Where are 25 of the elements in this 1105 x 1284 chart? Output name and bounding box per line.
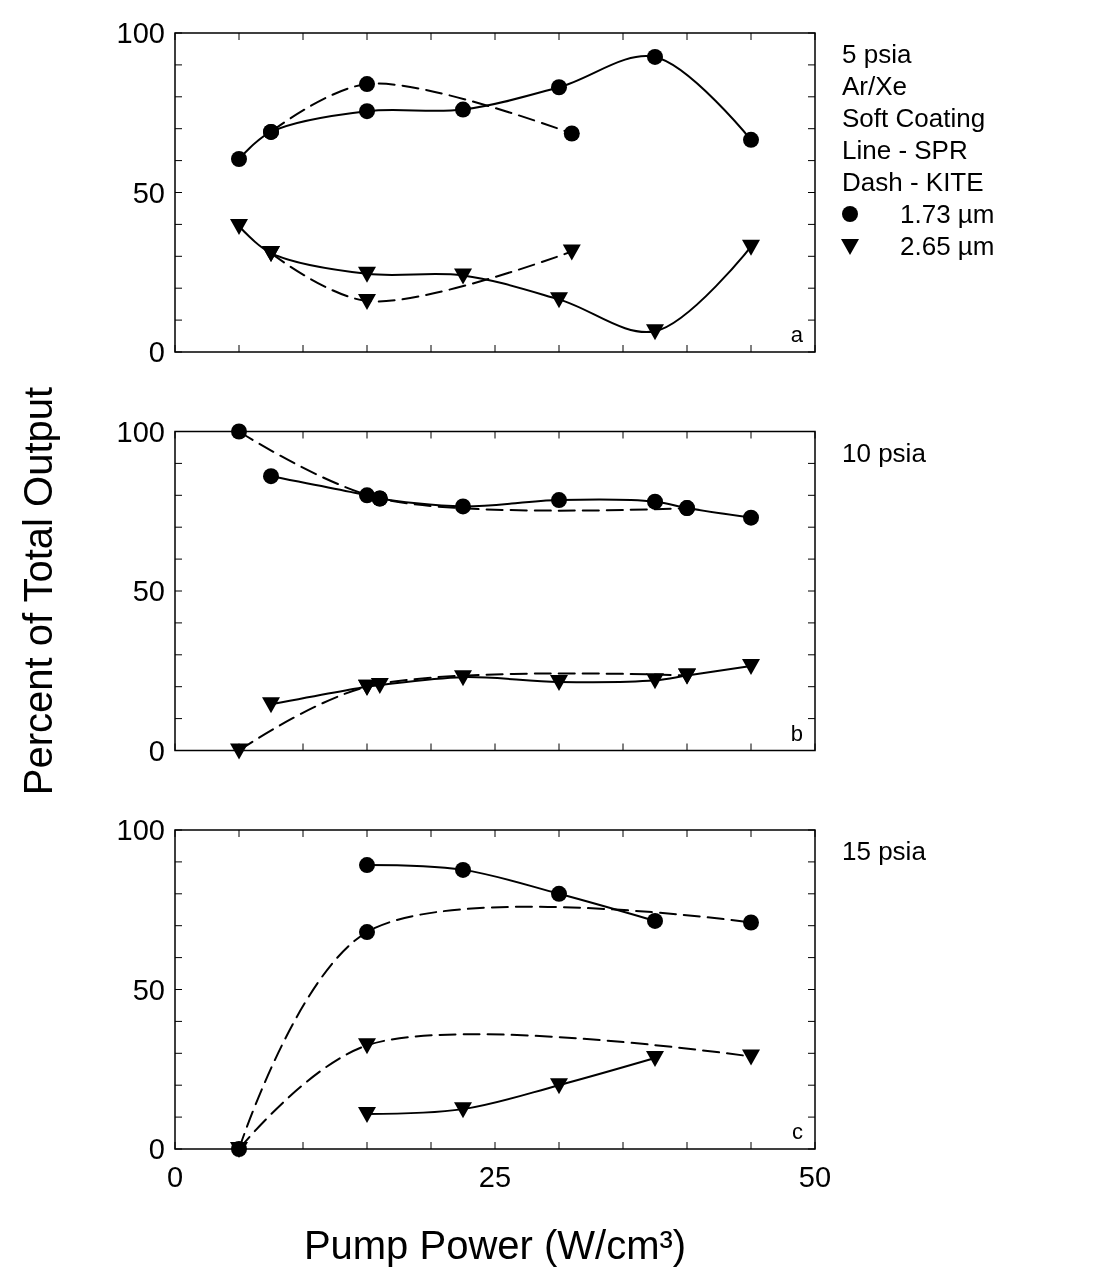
text: Ar/Xe <box>842 71 908 101</box>
y-tick-label: 100 <box>116 17 165 49</box>
legend-label: 1.73 µm <box>900 199 995 229</box>
y-tick-label: 0 <box>148 336 165 368</box>
text: 15 psia <box>842 836 927 866</box>
y-tick-label: 100 <box>116 415 165 448</box>
y-tick-label: 100 <box>116 814 165 846</box>
text: 10 psia <box>842 437 927 468</box>
annotation: b <box>790 720 803 746</box>
text: Dash - KITE <box>842 167 984 197</box>
text: Soft Coating <box>842 103 986 133</box>
y-tick-label: 50 <box>132 973 165 1006</box>
y-axis-title: Percent of Total Output <box>16 386 60 796</box>
x-tick-label: 50 <box>798 1161 832 1193</box>
annotation: a <box>790 322 804 347</box>
y-tick-label: 0 <box>148 1133 165 1165</box>
y-tick-label: 50 <box>132 176 165 209</box>
annotation: c <box>792 1119 803 1144</box>
y-tick-label: 0 <box>148 734 165 767</box>
text: 5 psia <box>842 39 912 69</box>
y-tick-label: 50 <box>132 575 165 607</box>
legend-label: 2.65 µm <box>900 231 995 261</box>
x-axis-title: Pump Power (W/cm³) <box>303 1223 687 1267</box>
text: Line - SPR <box>842 135 968 165</box>
x-tick-label: 25 <box>478 1161 512 1193</box>
